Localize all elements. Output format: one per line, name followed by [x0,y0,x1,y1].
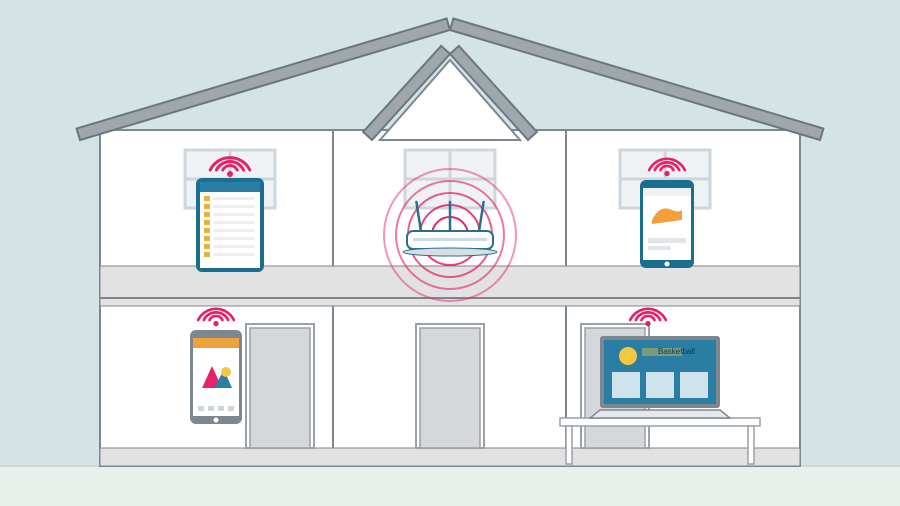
ball-icon [619,347,637,365]
circle-icon [221,367,231,377]
table-leg [566,426,572,464]
screen-card [680,372,708,398]
tablet-icon [196,178,264,272]
laptop-screen-title: Basketball [658,347,695,356]
phone-social-icon [190,330,242,424]
screen-card [612,372,640,398]
door-lower-mid [416,324,484,448]
door-lower-left [246,324,314,448]
phone-shopping-icon [640,180,694,268]
laptop-base [590,410,730,418]
table-top [560,418,760,426]
screen-card [646,372,674,398]
ground [0,466,900,506]
base-band [100,448,800,466]
table-leg [748,426,754,464]
house-wifi-diagram: Basketball [0,0,900,506]
infographic-stage: Basketball [0,0,900,506]
window-upper-mid [405,150,495,208]
